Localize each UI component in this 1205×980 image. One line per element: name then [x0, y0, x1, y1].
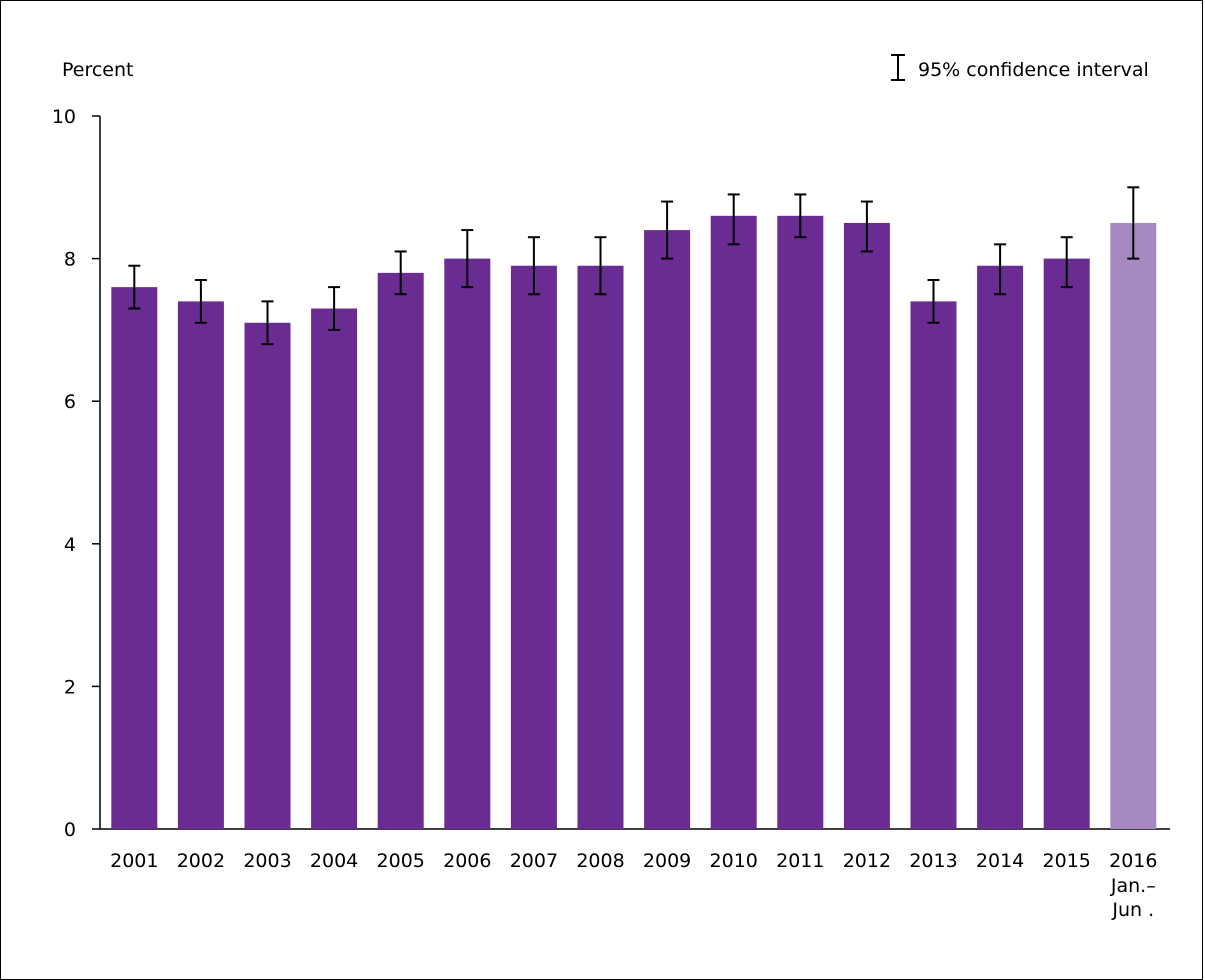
- y-tick-label: 8: [64, 249, 76, 271]
- y-axis-label: Percent: [62, 59, 134, 81]
- x-tick-label-2002: 2002: [177, 850, 225, 872]
- y-tick-label: 2: [64, 676, 76, 698]
- y-tick-label: 0: [64, 819, 76, 841]
- y-tick-label: 4: [64, 534, 76, 556]
- x-tick-labels: 2001 2002 2003 2004 2005 2006 2007 2008 2009 2010…: [110, 850, 1157, 921]
- bar-2003: [244, 322, 291, 829]
- x-tick-label-2012: 2012: [843, 850, 891, 872]
- x-tick-label-2016: 2016: [1109, 850, 1157, 872]
- bar-2015: [1043, 258, 1090, 830]
- y-tick-label: 6: [64, 391, 76, 413]
- bar-2008: [577, 265, 624, 830]
- bar-2012: [843, 222, 890, 829]
- error-bars: [128, 186, 1140, 346]
- x-tick-label-2013: 2013: [909, 850, 957, 872]
- x-tick-sublabel-2016: Jan.–: [1110, 875, 1156, 897]
- x-tick-sublabel-2016: Jun .: [1111, 899, 1154, 921]
- bar-2016: [1110, 222, 1157, 829]
- bar-2005: [377, 272, 424, 829]
- bar-2009: [644, 230, 691, 829]
- bars: [111, 215, 1157, 830]
- bar-chart: Percent 95% confidence interval 0246810 …: [52, 54, 1170, 921]
- bar-2002: [177, 301, 224, 829]
- x-tick-label-2001: 2001: [110, 850, 158, 872]
- bar-2013: [910, 301, 957, 829]
- bar-2006: [444, 258, 491, 830]
- x-tick-label-2010: 2010: [710, 850, 758, 872]
- bar-2001: [111, 287, 158, 829]
- x-tick-label-2007: 2007: [510, 850, 558, 872]
- x-tick-label-2011: 2011: [776, 850, 824, 872]
- x-tick-label-2003: 2003: [243, 850, 291, 872]
- bar-2010: [710, 215, 757, 829]
- x-tick-label-2004: 2004: [310, 850, 358, 872]
- x-tick-label-2006: 2006: [443, 850, 491, 872]
- legend: 95% confidence interval: [891, 54, 1149, 81]
- x-tick-label-2014: 2014: [976, 850, 1024, 872]
- y-tick-label: 10: [52, 106, 76, 128]
- bar-2014: [977, 265, 1024, 830]
- x-tick-label-2015: 2015: [1043, 850, 1091, 872]
- legend-label: 95% confidence interval: [918, 59, 1149, 81]
- bar-2007: [510, 265, 557, 830]
- x-tick-label-2008: 2008: [576, 850, 624, 872]
- bar-2011: [777, 215, 824, 829]
- x-tick-label-2005: 2005: [377, 850, 425, 872]
- x-tick-label-2009: 2009: [643, 850, 691, 872]
- bar-2004: [311, 308, 358, 829]
